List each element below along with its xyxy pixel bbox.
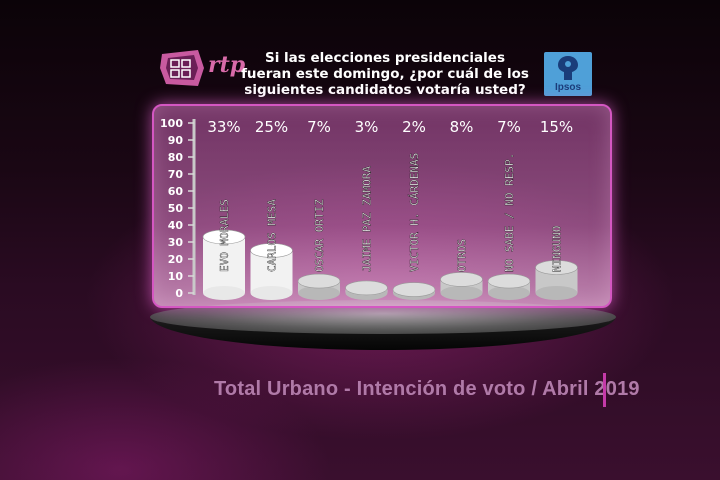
question-text: Si las elecciones presidenciales fueran … [240,50,530,98]
bar-top [345,280,388,296]
y-tick-label: 40 [168,219,184,232]
bar-top [250,243,293,258]
category-label: NO SABE / NO RESP. [503,153,516,272]
category-label: VICTOR H. CÁRDENAS [408,153,421,272]
data-label: 15% [540,118,573,136]
bar-bottom [440,286,483,300]
y-tick-label: 0 [175,287,183,300]
bar-top [535,260,578,275]
category-label: NINGUNO [551,226,564,272]
category-label: OTROS [456,239,469,272]
ipsos-logo-icon [558,56,578,80]
bar-bottom [250,286,293,300]
y-tick-label: 70 [168,168,184,181]
question-line: Si las elecciones presidenciales [264,50,505,66]
bar-bottom [203,286,245,300]
bar-top [202,229,246,245]
y-tick-label: 20 [168,253,184,266]
bar-top [297,273,341,289]
footer-accent-bar [603,373,606,407]
y-tick-label: 100 [160,117,183,130]
y-tick-label: 80 [168,151,184,164]
data-label: 33% [207,118,240,136]
y-tick-label: 30 [168,236,184,249]
bar-top [440,272,483,287]
data-label: 25% [255,118,288,136]
category-label: OSCAR ORTIZ [313,199,326,272]
data-label: 8% [450,118,474,136]
bar-bottom [535,286,578,300]
data-label: 3% [355,118,379,136]
ipsos-logo-text: Ipsos [554,82,582,93]
footer-caption: Total Urbano - Intención de voto / Abril… [214,378,640,400]
bar-top [487,273,531,289]
category-label: CARLOS MESA [266,199,279,272]
bar-body [203,236,245,293]
data-label: 2% [402,118,426,136]
category-label: JAIME PAZ ZAMORA [361,166,374,272]
y-tick-label: 10 [168,270,184,283]
ipsos-logo: Ipsos [544,52,592,96]
data-label: 7% [307,118,331,136]
category-label: EVO MORALES [218,199,231,272]
y-tick-label: 60 [168,185,184,198]
bar-top [392,282,436,297]
rtp-logo-icon [160,50,204,86]
question-line: siguientes candidatos votaría usted? [244,82,526,98]
rtp-logo-text: rtp [208,52,246,78]
question-line: fueran este domingo, ¿por cuál de los [241,66,529,82]
y-tick-label: 50 [168,202,184,215]
bar-bottom [298,286,340,300]
y-tick-label: 90 [168,134,184,147]
bar-bottom [488,286,530,300]
data-label: 7% [497,118,521,136]
